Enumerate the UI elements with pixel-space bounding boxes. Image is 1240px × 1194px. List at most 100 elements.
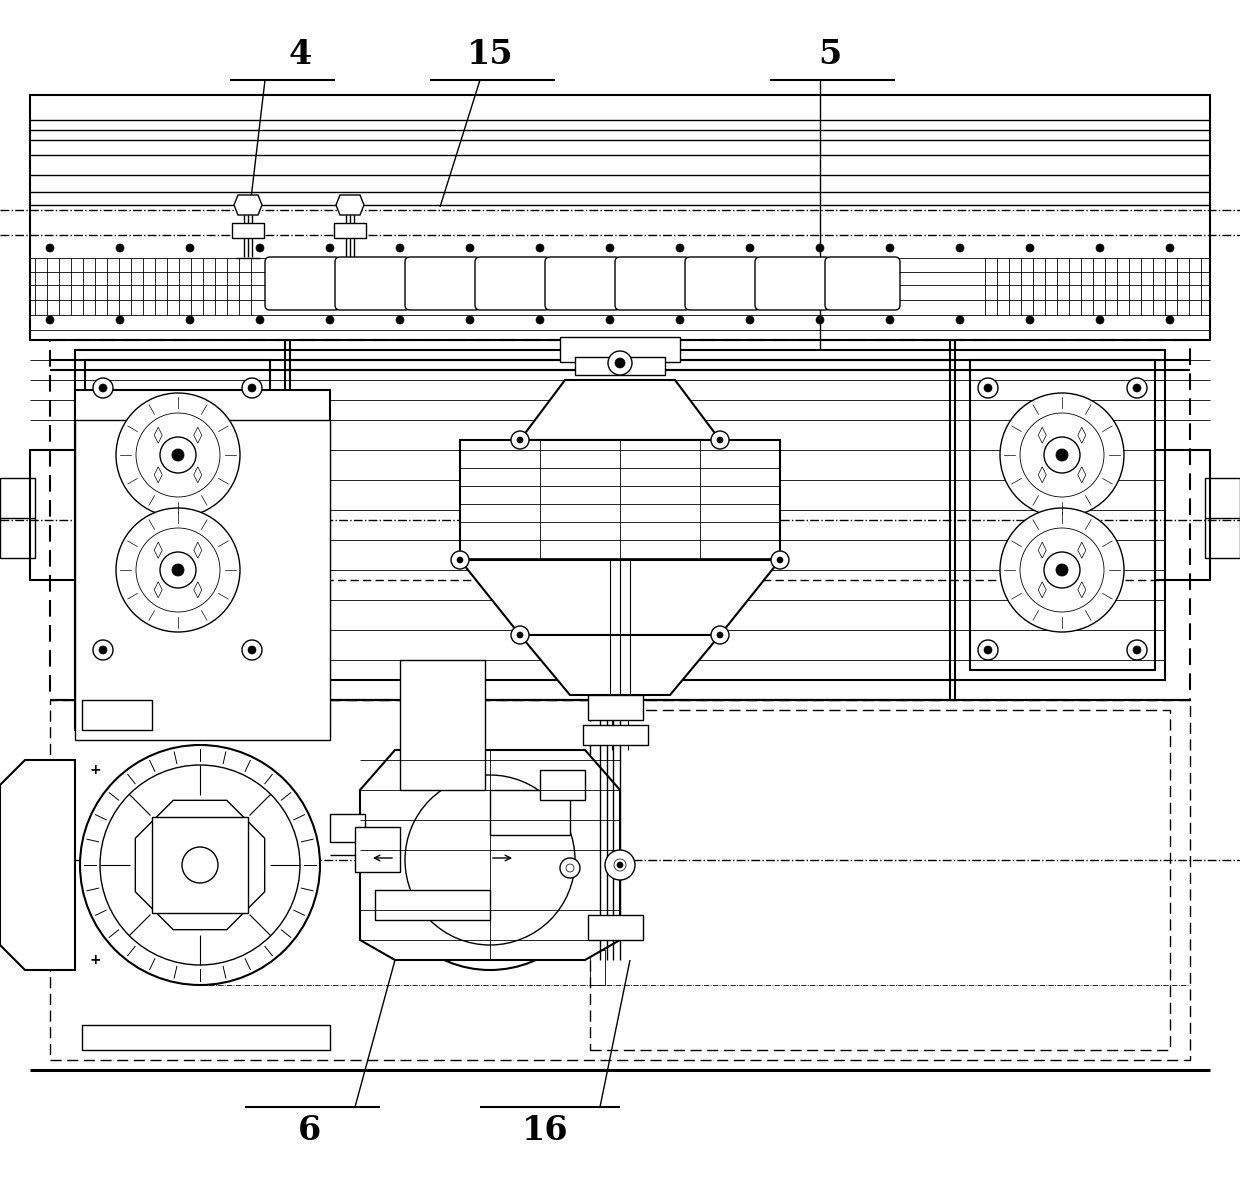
Bar (490, 790, 570, 835)
Circle shape (887, 316, 894, 324)
Bar (588, 695, 644, 720)
Circle shape (242, 640, 262, 660)
Circle shape (887, 244, 894, 252)
Circle shape (117, 393, 241, 517)
Circle shape (985, 646, 992, 654)
Circle shape (816, 244, 825, 252)
Circle shape (985, 384, 992, 392)
Circle shape (458, 556, 463, 564)
Circle shape (93, 378, 113, 398)
Polygon shape (520, 635, 720, 695)
Bar (82, 700, 153, 730)
Polygon shape (520, 380, 720, 441)
Bar (588, 915, 644, 940)
Circle shape (99, 384, 107, 392)
Bar (0, 478, 35, 558)
Circle shape (606, 244, 614, 252)
Polygon shape (460, 560, 780, 635)
Circle shape (117, 507, 241, 632)
Circle shape (248, 384, 255, 392)
Bar (74, 390, 330, 730)
Bar (86, 361, 270, 670)
Bar (583, 725, 649, 745)
Circle shape (746, 316, 754, 324)
Circle shape (1056, 564, 1068, 576)
Circle shape (255, 316, 264, 324)
Circle shape (46, 316, 55, 324)
Circle shape (242, 378, 262, 398)
Circle shape (117, 244, 124, 252)
FancyBboxPatch shape (475, 257, 551, 310)
Circle shape (326, 316, 334, 324)
Circle shape (326, 244, 334, 252)
Circle shape (615, 358, 625, 368)
Polygon shape (0, 761, 74, 970)
Circle shape (956, 244, 963, 252)
Circle shape (160, 437, 196, 473)
Circle shape (396, 316, 404, 324)
Circle shape (451, 550, 469, 570)
FancyBboxPatch shape (405, 257, 480, 310)
Bar (401, 660, 485, 790)
Bar (334, 223, 366, 238)
Circle shape (560, 858, 580, 878)
Circle shape (565, 864, 574, 872)
Bar (460, 441, 780, 560)
Circle shape (605, 850, 635, 880)
Circle shape (517, 632, 523, 638)
Circle shape (999, 393, 1123, 517)
Circle shape (1021, 528, 1104, 613)
Circle shape (536, 244, 544, 252)
Circle shape (999, 507, 1123, 632)
Circle shape (46, 244, 55, 252)
Circle shape (172, 449, 184, 461)
Bar (1205, 478, 1240, 558)
Bar (74, 420, 330, 740)
Circle shape (1021, 413, 1104, 497)
Bar (30, 450, 86, 580)
Circle shape (136, 413, 219, 497)
Circle shape (186, 244, 193, 252)
Circle shape (771, 550, 789, 570)
Circle shape (172, 564, 184, 576)
Circle shape (93, 640, 113, 660)
Circle shape (978, 378, 998, 398)
Circle shape (396, 244, 404, 252)
Circle shape (160, 552, 196, 587)
Bar (30, 96, 1210, 340)
Bar (575, 357, 665, 375)
FancyBboxPatch shape (684, 257, 760, 310)
Bar (50, 340, 1190, 700)
Circle shape (379, 750, 600, 970)
Circle shape (81, 745, 320, 985)
Circle shape (777, 556, 782, 564)
Text: 6: 6 (299, 1114, 321, 1146)
Circle shape (1133, 384, 1141, 392)
FancyBboxPatch shape (335, 257, 410, 310)
FancyBboxPatch shape (825, 257, 900, 310)
Bar (590, 950, 605, 985)
Circle shape (1096, 316, 1104, 324)
Circle shape (1127, 378, 1147, 398)
FancyBboxPatch shape (755, 257, 830, 310)
Circle shape (1096, 244, 1104, 252)
Text: +: + (89, 953, 100, 967)
Bar (539, 770, 585, 800)
Bar (374, 890, 490, 921)
Circle shape (1044, 437, 1080, 473)
Text: 5: 5 (818, 38, 842, 72)
Circle shape (676, 244, 684, 252)
Circle shape (466, 316, 474, 324)
Polygon shape (135, 800, 264, 930)
Circle shape (100, 765, 300, 965)
FancyBboxPatch shape (615, 257, 689, 310)
Bar (330, 814, 365, 842)
Bar (232, 223, 264, 238)
Bar (74, 350, 1166, 681)
Text: 4: 4 (289, 38, 311, 72)
Circle shape (1025, 316, 1034, 324)
Circle shape (1133, 646, 1141, 654)
Circle shape (1025, 244, 1034, 252)
Circle shape (717, 632, 723, 638)
Circle shape (711, 626, 729, 644)
